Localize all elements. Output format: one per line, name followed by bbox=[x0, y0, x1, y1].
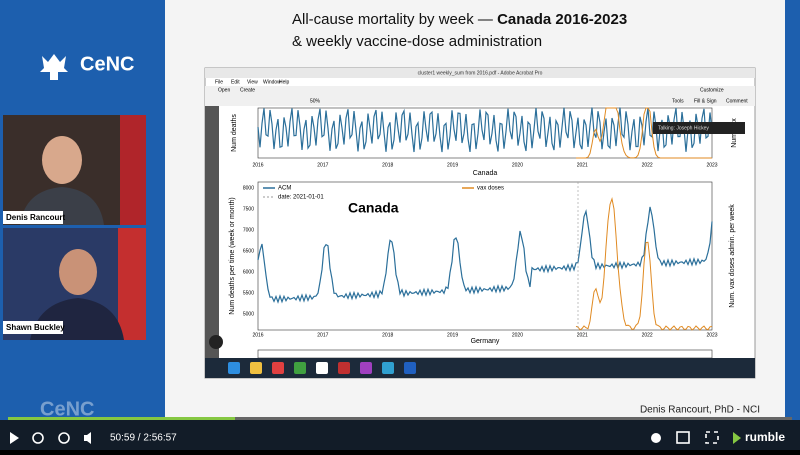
x-tick-label: 2017 bbox=[317, 162, 328, 168]
legend-label: ACM bbox=[278, 186, 291, 192]
zoom[interactable]: 50% bbox=[310, 98, 321, 104]
fullscreen-button[interactable] bbox=[705, 431, 719, 444]
y-axis-label: Num deaths per time (week or month) bbox=[229, 197, 236, 315]
person bbox=[42, 136, 82, 184]
x-tick-label: 2021 bbox=[577, 332, 588, 338]
vax-line bbox=[576, 107, 712, 159]
rumble-logo bbox=[733, 432, 741, 444]
x-tick-label: 2022 bbox=[642, 162, 653, 168]
taskbar bbox=[205, 358, 755, 378]
progress-track[interactable] bbox=[8, 417, 792, 420]
toolbar-button[interactable]: Open bbox=[218, 87, 230, 93]
progress-played bbox=[8, 417, 235, 420]
taskbar-icon[interactable] bbox=[294, 362, 306, 374]
menu-item[interactable]: File bbox=[215, 79, 223, 85]
slide-subtitle: & weekly vaccine-dose administration bbox=[292, 33, 542, 50]
taskbar-icon[interactable] bbox=[338, 362, 350, 374]
x-tick-label: 2018 bbox=[382, 162, 393, 168]
x-tick-label: 2017 bbox=[317, 332, 328, 338]
forward-button[interactable] bbox=[58, 432, 70, 444]
tooltip bbox=[653, 122, 745, 134]
y-tick-label: 7500 bbox=[243, 206, 254, 212]
taskbar-icon[interactable] bbox=[228, 362, 240, 374]
name-tag bbox=[3, 321, 63, 334]
window-title: cluster1 weekly_sum from 2016.pdf - Adob… bbox=[418, 70, 543, 76]
menu-item[interactable]: View bbox=[247, 79, 258, 85]
cursor-icon bbox=[209, 335, 223, 349]
y-tick-label: 7000 bbox=[243, 227, 254, 233]
x-tick-label: 2018 bbox=[382, 332, 393, 338]
slide-title: All-cause mortality by week — Canada 201… bbox=[292, 11, 627, 28]
y-tick-label: 6500 bbox=[243, 248, 254, 254]
plot-frame bbox=[257, 181, 713, 331]
taskbar-icon[interactable] bbox=[250, 362, 262, 374]
logo-leaf bbox=[40, 54, 68, 80]
toolbar bbox=[205, 86, 755, 106]
taskbar-icon[interactable] bbox=[272, 362, 284, 374]
toolbar-button[interactable]: Create bbox=[240, 87, 255, 93]
name-tag bbox=[3, 211, 63, 224]
brand[interactable]: rumble bbox=[745, 430, 785, 444]
theater-button[interactable] bbox=[676, 431, 690, 444]
play-button[interactable] bbox=[10, 432, 19, 444]
x-tick-label: 2022 bbox=[642, 332, 653, 338]
x-tick-label: 2023 bbox=[706, 162, 717, 168]
panel-label: Germany bbox=[471, 338, 500, 345]
replay-button[interactable] bbox=[32, 432, 44, 444]
vax-line bbox=[575, 197, 713, 331]
speaker-name: Shawn Buckley bbox=[6, 323, 65, 332]
panel-title: Canada bbox=[348, 200, 399, 216]
x-tick-label: 2019 bbox=[447, 332, 458, 338]
y2-axis-label: Num. vax doses admin. per week bbox=[729, 204, 736, 308]
acm-line bbox=[257, 206, 713, 304]
panel-tab[interactable]: Tools bbox=[672, 98, 684, 104]
y-axis-label: Num deaths bbox=[231, 114, 238, 152]
volume-button[interactable] bbox=[84, 432, 91, 444]
logo-text: CeNC bbox=[40, 398, 94, 420]
side-panel bbox=[205, 106, 219, 358]
flag bbox=[118, 228, 146, 340]
x-tick-label: 2023 bbox=[706, 332, 717, 338]
x-tick-label: 2020 bbox=[512, 332, 523, 338]
customize[interactable]: Customize bbox=[700, 87, 724, 93]
flag bbox=[120, 115, 146, 225]
x-tick-label: 2021 bbox=[577, 162, 588, 168]
settings-button[interactable] bbox=[651, 433, 661, 443]
x-tick-label: 2016 bbox=[252, 332, 263, 338]
player-bar bbox=[0, 420, 800, 450]
taskbar-icon[interactable] bbox=[404, 362, 416, 374]
panel-tab[interactable]: Comment bbox=[726, 98, 748, 104]
slide-footer: Denis Rancourt, PhD - NCI bbox=[640, 405, 760, 416]
person bbox=[59, 249, 97, 295]
x-tick-label: 2020 bbox=[512, 162, 523, 168]
y-tick-label: 8000 bbox=[243, 185, 254, 191]
legend-label: vax doses bbox=[477, 186, 504, 192]
y-tick-label: 5000 bbox=[243, 311, 254, 317]
speaker-name: Denis Rancourt bbox=[6, 213, 65, 222]
menu-item[interactable]: Edit bbox=[231, 79, 240, 85]
tooltip-text: Talking: Joseph Hickey bbox=[658, 125, 709, 131]
x-tick-label: 2016 bbox=[252, 162, 263, 168]
menu-item[interactable]: Help bbox=[279, 79, 290, 85]
logo-text: CeNC bbox=[80, 53, 134, 75]
taskbar-icon[interactable] bbox=[382, 362, 394, 374]
panel-label: Canada bbox=[473, 170, 498, 177]
acm-line bbox=[257, 107, 713, 153]
taskbar-icon[interactable] bbox=[316, 362, 328, 374]
x-tick-label: 2019 bbox=[447, 162, 458, 168]
title-bar bbox=[205, 68, 755, 78]
y-tick-label: 5500 bbox=[243, 290, 254, 296]
menu-item[interactable]: Window bbox=[263, 79, 281, 85]
taskbar-icon[interactable] bbox=[360, 362, 372, 374]
time-display: 50:59 / 2:56:57 bbox=[110, 433, 177, 444]
y-tick-label: 6000 bbox=[243, 269, 254, 275]
panel-tab[interactable]: Fill & Sign bbox=[694, 98, 717, 104]
legend-label: date: 2021-01-01 bbox=[278, 195, 324, 201]
